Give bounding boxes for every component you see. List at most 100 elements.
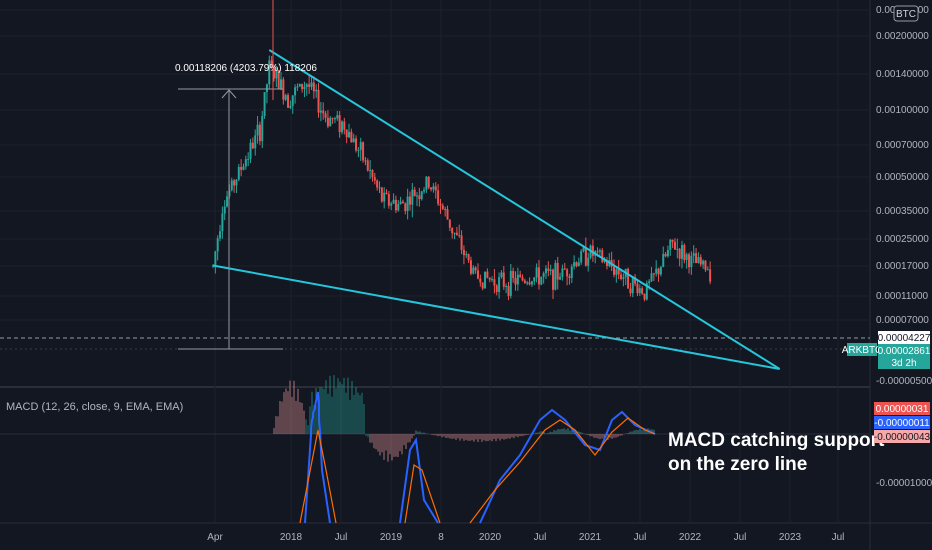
- candle-body: [598, 250, 601, 252]
- candle-body: [301, 83, 304, 90]
- candle-body: [629, 288, 632, 294]
- candle-body: [345, 129, 348, 138]
- candle-body: [383, 192, 386, 202]
- candle-body: [521, 277, 524, 281]
- candle-body: [219, 231, 222, 239]
- candle-body: [498, 277, 501, 292]
- price-tick-label: 0.00140000: [876, 69, 929, 80]
- candle-body: [352, 138, 355, 143]
- candle-body: [505, 285, 508, 287]
- candle-body: [305, 84, 308, 87]
- candle-body: [439, 203, 442, 206]
- candle-body: [507, 285, 510, 296]
- candle-body: [617, 269, 620, 275]
- candle-body: [287, 95, 290, 108]
- candle-body: [373, 177, 376, 181]
- currency-badge-label: BTC: [896, 9, 916, 20]
- candle-body: [566, 269, 569, 277]
- candle-body: [256, 124, 259, 136]
- candle-body: [580, 251, 583, 263]
- symbol-badge: ARKBTC: [842, 343, 882, 356]
- candle-body: [366, 160, 369, 171]
- candle-body: [230, 180, 233, 191]
- candle-body: [319, 110, 322, 113]
- candle-body: [465, 254, 468, 256]
- candle-body: [495, 285, 498, 292]
- time-tick-label: 8: [438, 532, 444, 543]
- candle-body: [336, 115, 339, 119]
- candle-body: [476, 270, 479, 279]
- candle-body: [434, 186, 437, 191]
- candle-body: [587, 257, 590, 266]
- candle-body: [418, 195, 421, 200]
- candle-body: [272, 67, 275, 79]
- candle-body: [512, 270, 515, 279]
- candle-body: [242, 166, 245, 170]
- candle-body: [502, 272, 505, 287]
- candle-body: [427, 176, 430, 188]
- candle-body: [528, 282, 531, 285]
- price-tick-label: 0.00070000: [876, 140, 929, 151]
- candle-body: [371, 170, 374, 178]
- candle-body: [681, 245, 683, 259]
- candle-body: [261, 115, 264, 142]
- candle-body: [329, 118, 332, 127]
- macd-title[interactable]: MACD (12, 26, close, 9, EMA, EMA): [6, 401, 183, 413]
- candle-body: [348, 131, 351, 138]
- pane-separator[interactable]: [0, 386, 870, 388]
- candle-body: [561, 268, 564, 277]
- candle-body: [446, 209, 449, 220]
- candle-body: [666, 250, 669, 257]
- macd-line: [479, 408, 656, 524]
- time-tick-label: Jul: [734, 532, 747, 543]
- candle-body: [359, 142, 362, 150]
- time-axis[interactable]: Apr 2018 Jul 2019 8 2020 Jul 2021 Jul 2022 Jul 2023…: [207, 532, 844, 543]
- signal-line: [299, 429, 337, 524]
- candle-body: [655, 268, 658, 274]
- candle-body: [432, 186, 435, 190]
- candle-body: [638, 288, 641, 294]
- candle-body: [317, 89, 320, 113]
- candle-body: [322, 110, 325, 114]
- candle-body: [350, 131, 353, 143]
- price-tick-label: -0.00000500: [876, 376, 932, 387]
- candle-body: [275, 70, 278, 79]
- candle-body: [294, 87, 297, 96]
- candle-body: [526, 282, 529, 284]
- candle-body: [284, 95, 287, 100]
- candle-body: [258, 124, 261, 142]
- candle-body: [484, 271, 487, 289]
- candle-body: [240, 167, 243, 170]
- candle-body: [704, 260, 707, 270]
- candle-body: [516, 274, 519, 285]
- trendline-group[interactable]: [212, 49, 781, 370]
- currency-badge[interactable]: BTC: [893, 5, 919, 22]
- trendline-lower[interactable]: [212, 264, 780, 370]
- trendline-upper[interactable]: [268, 49, 781, 370]
- candle-body: [430, 187, 433, 190]
- candle-body: [669, 239, 672, 251]
- candle-body: [378, 187, 381, 189]
- candle-body: [601, 250, 604, 262]
- candle-body: [469, 260, 472, 274]
- candle-body: [486, 271, 489, 278]
- candle-body: [631, 277, 634, 294]
- candle-body: [573, 262, 576, 267]
- candle-body: [216, 238, 219, 252]
- candle-body: [648, 281, 651, 284]
- candle-body: [570, 266, 573, 278]
- candle-body: [659, 267, 662, 275]
- candle-body: [411, 189, 414, 205]
- candle-body: [568, 276, 571, 278]
- candle-body: [542, 273, 545, 277]
- candle-body: [362, 142, 365, 161]
- candle-body: [408, 196, 411, 205]
- candle-body: [523, 280, 526, 283]
- candle-body: [376, 180, 379, 188]
- candle-body: [244, 159, 247, 167]
- candle-body: [399, 201, 402, 204]
- candle-body: [603, 260, 606, 262]
- candle-body: [652, 273, 655, 275]
- candle-body: [226, 196, 229, 207]
